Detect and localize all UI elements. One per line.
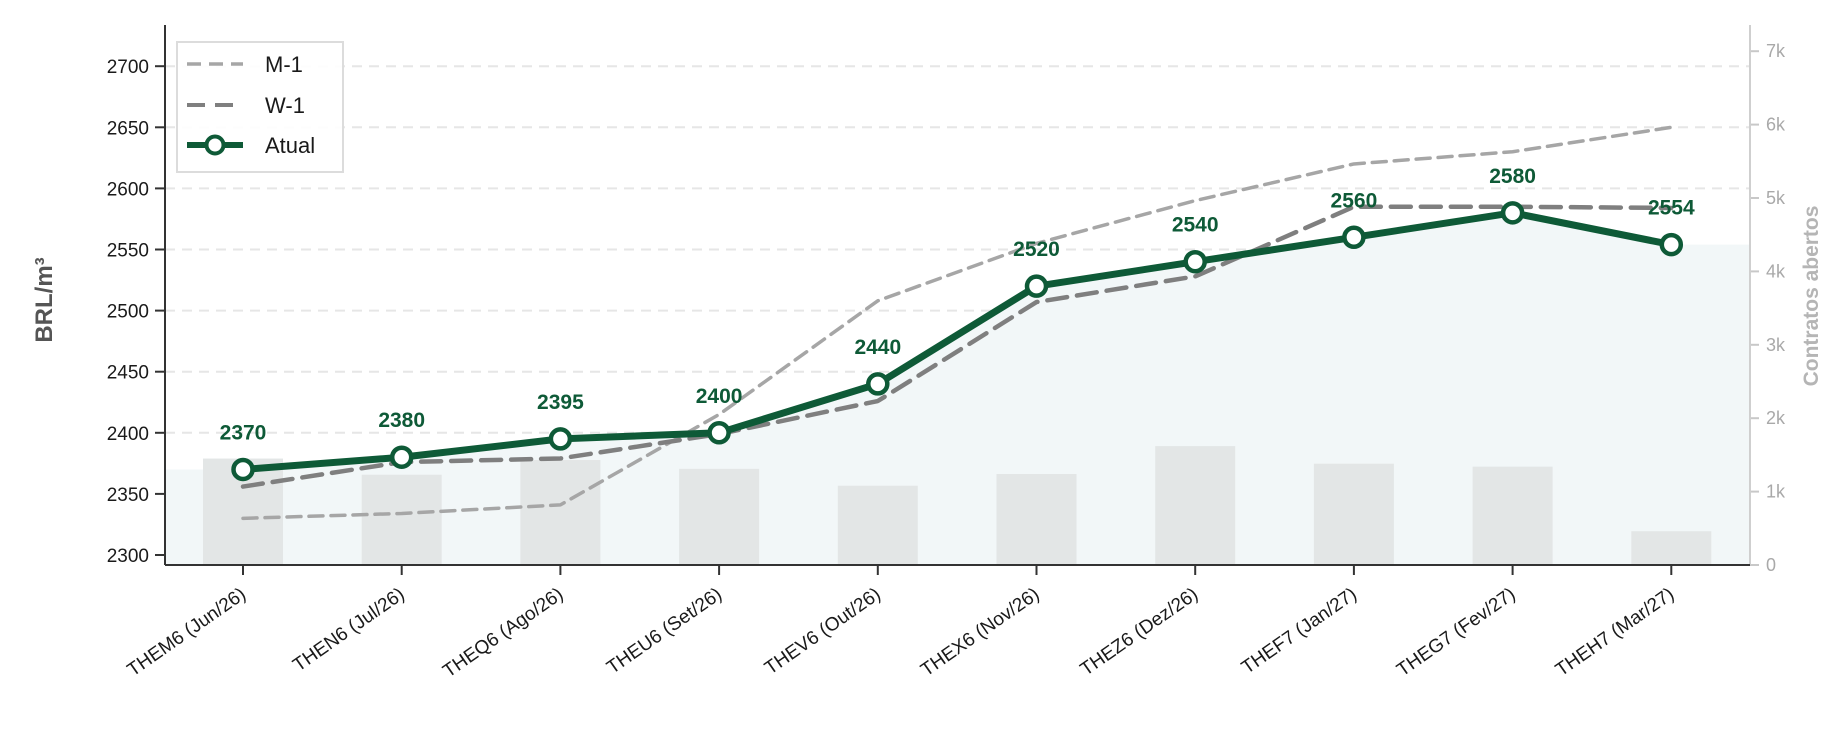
y2-axis-label: Contratos abertos (1800, 206, 1823, 387)
open-contracts-bar (520, 460, 601, 565)
atual-data-label: 2554 (1648, 197, 1695, 220)
atual-marker (866, 372, 890, 396)
series-lines (239, 125, 1675, 521)
x-tick-label: THEQ6 (Ago/26) (439, 584, 567, 682)
open-contracts-bar (1472, 466, 1553, 565)
x-tick-label: THEZ6 (Dez/26) (1077, 584, 1202, 681)
atual-marker (707, 421, 731, 445)
series-markers (231, 201, 1684, 482)
atual-data-label: 2380 (378, 409, 425, 432)
open-contracts-bar (1631, 531, 1712, 565)
atual-data-label: 2580 (1489, 165, 1536, 188)
data-labels: 2370 2380 2395 2400 2440 2520 2540 2560 2580 2554 (220, 165, 1695, 445)
y-tick-label: 2450 (107, 363, 149, 384)
x-tick-label: THEU6 (Set/26) (603, 584, 726, 679)
open-contracts-bar (679, 468, 760, 565)
y2-tick-label: 0 (1766, 555, 1776, 575)
atual-marker (1342, 225, 1366, 250)
y-tick-label: 2300 (107, 546, 149, 567)
atual-data-label: 2520 (1013, 238, 1060, 261)
y2-tick-label: 2k (1766, 408, 1786, 428)
open-contracts-bar (1155, 446, 1236, 565)
x-tick-label: THEF7 (Jan/27) (1238, 584, 1361, 679)
y2-tick-label: 5k (1766, 188, 1786, 208)
x-tick-label: THEM6 (Jun/26) (124, 584, 250, 681)
legend-m1-label: M-1 (265, 52, 303, 77)
atual-data-label: 2560 (1331, 189, 1378, 212)
y-tick-label: 2350 (107, 485, 149, 506)
y2-tick-label: 3k (1766, 335, 1786, 355)
series-line-m-1 (241, 125, 1674, 521)
atual-marker (1024, 274, 1049, 298)
open-contracts-bar (1313, 463, 1394, 565)
y2-tick-label: 1k (1766, 482, 1786, 502)
atual-data-label: 2370 (220, 421, 267, 444)
y-axis-label: BRL/m³ (31, 257, 58, 342)
legend-atual-marker (204, 134, 226, 156)
open-contracts-bar (837, 485, 918, 565)
x-tick-label: THEG7 (Fev/27) (1393, 584, 1519, 681)
series-line-w-1 (240, 204, 1674, 489)
atual-marker (1500, 201, 1525, 225)
legend-atual-label: Atual (265, 133, 315, 158)
atual-marker (1183, 249, 1207, 274)
atual-data-label: 2395 (537, 391, 584, 414)
atual-data-label: 2540 (1172, 214, 1219, 237)
atual-data-label: 2440 (854, 336, 901, 359)
y2-tick-label: 6k (1766, 115, 1786, 135)
y-tick-label: 2700 (107, 57, 149, 78)
series-line-atual (239, 209, 1675, 473)
y-tick-label: 2550 (107, 241, 149, 262)
open-contracts-bar (361, 474, 442, 565)
y-tick-label: 2500 (107, 302, 149, 323)
y-tick-label: 2400 (107, 424, 149, 445)
atual-marker (389, 445, 414, 469)
atual-marker (548, 427, 573, 451)
open-contracts-bar (996, 473, 1077, 565)
y2-tick-label: 4k (1766, 261, 1786, 281)
legend: M-1 W-1 Atual (176, 41, 344, 173)
x-tick-label: THEH7 (Mar/27) (1552, 584, 1678, 681)
bars-group (203, 446, 1712, 565)
y2-tick-label: 7k (1766, 41, 1786, 61)
atual-data-label: 2400 (696, 385, 743, 408)
y-tick-label: 2650 (107, 118, 149, 139)
x-tick-label: THEX6 (Nov/26) (917, 584, 1043, 681)
y-tick-label: 2600 (107, 179, 149, 200)
atual-marker (1659, 232, 1684, 257)
legend-w1-label: W-1 (265, 93, 305, 118)
x-tick-label: THEV6 (Out/26) (761, 584, 885, 679)
x-tick-label: THEN6 (Jul/26) (289, 584, 408, 676)
atual-marker (231, 457, 255, 482)
